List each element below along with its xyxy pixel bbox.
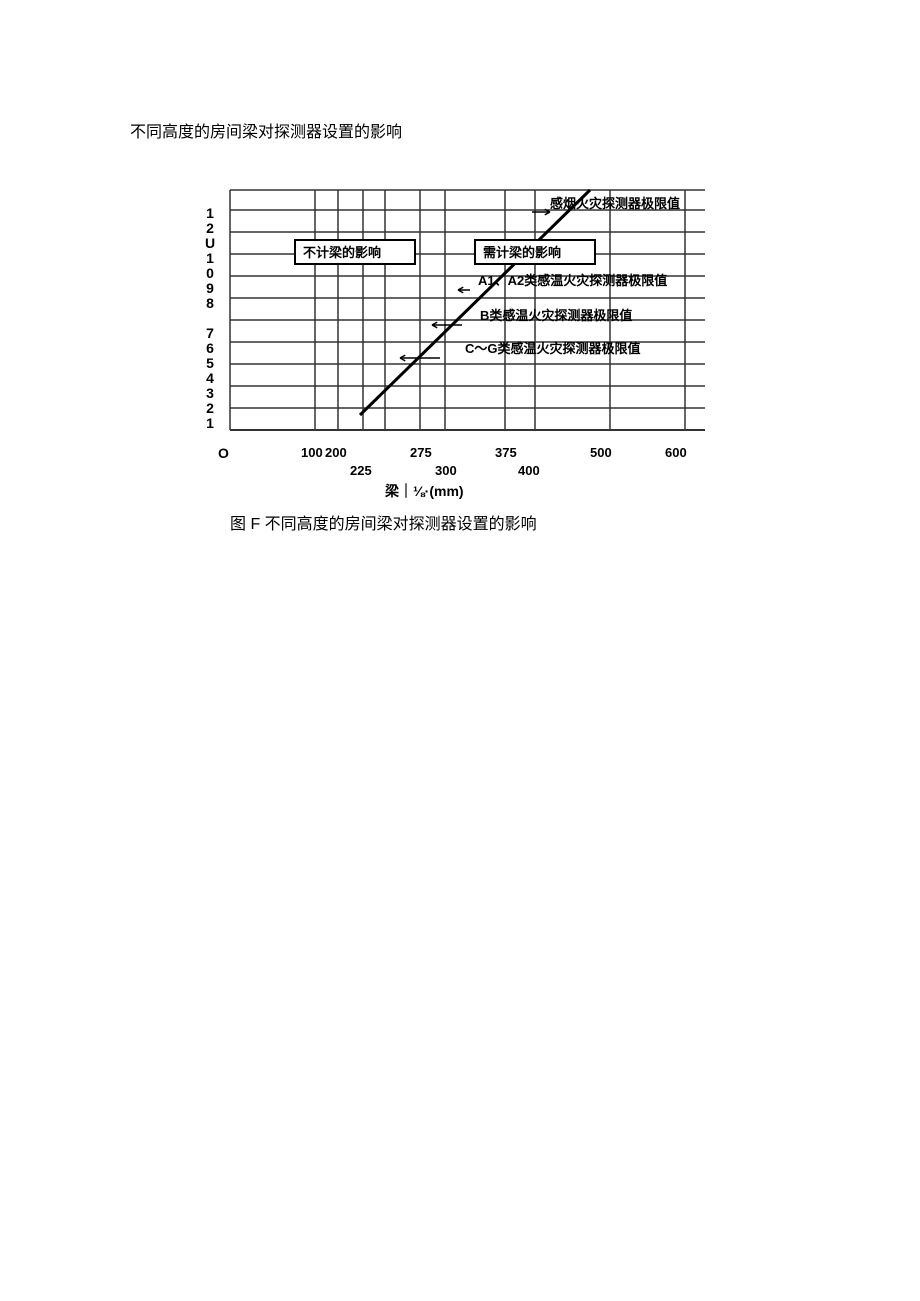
x-tick: 375 bbox=[495, 445, 517, 460]
caption-prefix: 图 bbox=[230, 516, 250, 533]
y-axis-label: 12U1098 7654321 bbox=[202, 205, 218, 430]
svg-text:不计梁的影响: 不计梁的影响 bbox=[303, 245, 381, 260]
caption-rest: 不同高度的房间梁对探测器设置的影响 bbox=[260, 516, 536, 533]
x-tick: 300 bbox=[435, 463, 457, 478]
x-tick: 400 bbox=[518, 463, 540, 478]
svg-text:需计梁的影响: 需计梁的影响 bbox=[483, 245, 561, 260]
svg-text:感烟火灾探测器极限值: 感烟火灾探测器极限值 bbox=[550, 196, 680, 211]
x-tick: 500 bbox=[590, 445, 612, 460]
chart-svg: 不计梁的影响 需计梁的影响 感烟火灾探测器极限值 A1、A2类感温火灾探测器极限值 B类… bbox=[210, 185, 720, 445]
svg-text:A1、A2类感温火灾探测器极限值: A1、A2类感温火灾探测器极限值 bbox=[478, 273, 667, 288]
x-tick: 275 bbox=[410, 445, 432, 460]
origin-label: O bbox=[218, 445, 229, 461]
x-tick: 100 bbox=[301, 445, 323, 460]
svg-text:B类感温火灾探测器极限值: B类感温火灾探测器极限值 bbox=[480, 308, 632, 323]
svg-text:C～G类感温火灾探测器极限值: C～G类感温火灾探测器极限值 bbox=[465, 341, 641, 356]
x-tick: 600 bbox=[665, 445, 687, 460]
page-title: 不同高度的房间梁对探测器设置的影响 bbox=[130, 118, 402, 142]
chart: 不计梁的影响 需计梁的影响 感烟火灾探测器极限值 A1、A2类感温火灾探测器极限值 B类… bbox=[210, 185, 720, 495]
x-tick: 200 bbox=[325, 445, 347, 460]
caption-letter: F bbox=[250, 516, 260, 533]
x-axis-label: 梁｜⅛·(mm) bbox=[385, 481, 464, 501]
x-tick: 225 bbox=[350, 463, 372, 478]
chart-caption: 图 F 不同高度的房间梁对探测器设置的影响 bbox=[230, 510, 537, 534]
